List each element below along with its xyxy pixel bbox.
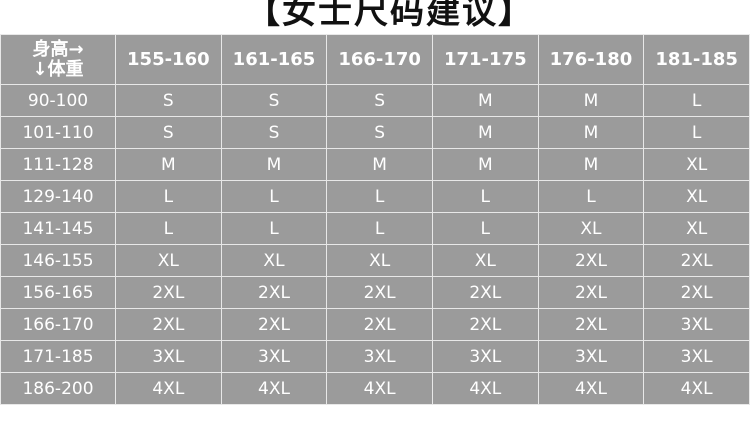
size-cell: L	[220, 212, 328, 245]
height-header: 181-185	[643, 34, 750, 85]
size-cell: XL	[326, 244, 433, 277]
size-cell: L	[326, 180, 433, 213]
size-cell: L	[537, 180, 645, 213]
size-cell: L	[115, 180, 222, 213]
size-cell: S	[326, 116, 433, 149]
size-cell: 4XL	[220, 372, 328, 405]
size-cell: 2XL	[220, 276, 328, 309]
size-cell: M	[537, 148, 645, 181]
size-cell: L	[431, 180, 539, 213]
height-header: 176-180	[537, 34, 645, 85]
table-row: 90-100 S S S M M L	[0, 84, 750, 117]
size-cell: 2XL	[643, 276, 750, 309]
size-cell: 3XL	[115, 340, 222, 373]
size-cell: M	[431, 84, 539, 117]
height-header: 171-175	[431, 34, 539, 85]
size-chart-table: 身高→ ↓体重 155-160 161-165 166-170 171-175 1…	[0, 34, 750, 405]
table-row: 166-170 2XL 2XL 2XL 2XL 2XL 3XL	[0, 308, 750, 341]
weight-cell: 156-165	[0, 276, 116, 309]
size-cell: L	[326, 212, 433, 245]
size-cell: XL	[115, 244, 222, 277]
size-cell: 2XL	[326, 308, 433, 341]
table-row: 171-185 3XL 3XL 3XL 3XL 3XL 3XL	[0, 340, 750, 373]
weight-cell: 129-140	[0, 180, 116, 213]
size-cell: 2XL	[431, 276, 539, 309]
size-cell: 2XL	[537, 276, 645, 309]
weight-cell: 101-110	[0, 116, 116, 149]
table-row: 111-128 M M M M M XL	[0, 148, 750, 181]
weight-cell: 171-185	[0, 340, 116, 373]
size-cell: 2XL	[220, 308, 328, 341]
size-cell: L	[431, 212, 539, 245]
size-cell: XL	[643, 148, 750, 181]
height-header: 155-160	[115, 34, 222, 85]
size-cell: L	[115, 212, 222, 245]
size-cell: 3XL	[537, 340, 645, 373]
size-cell: 4XL	[431, 372, 539, 405]
size-cell: 2XL	[115, 308, 222, 341]
size-cell: L	[220, 180, 328, 213]
size-cell: 2XL	[643, 244, 750, 277]
size-cell: S	[115, 84, 222, 117]
size-cell: 4XL	[326, 372, 433, 405]
weight-cell: 146-155	[0, 244, 116, 277]
size-cell: 2XL	[431, 308, 539, 341]
size-cell: 2XL	[326, 276, 433, 309]
size-cell: XL	[643, 212, 750, 245]
size-cell: 3XL	[326, 340, 433, 373]
table-row: 156-165 2XL 2XL 2XL 2XL 2XL 2XL	[0, 276, 750, 309]
table-row: 146-155 XL XL XL XL 2XL 2XL	[0, 244, 750, 277]
size-cell: M	[431, 116, 539, 149]
size-cell: XL	[431, 244, 539, 277]
size-cell: 3XL	[643, 340, 750, 373]
size-cell: M	[326, 148, 433, 181]
size-cell: M	[537, 84, 645, 117]
size-cell: 3XL	[431, 340, 539, 373]
table-row: 101-110 S S S M M L	[0, 116, 750, 149]
size-cell: 4XL	[537, 372, 645, 405]
size-cell: S	[115, 116, 222, 149]
header-row: 身高→ ↓体重 155-160 161-165 166-170 171-175 1…	[0, 34, 750, 85]
size-cell: 3XL	[643, 308, 750, 341]
size-cell: 4XL	[643, 372, 750, 405]
size-cell: M	[537, 116, 645, 149]
weight-label: ↓体重	[32, 58, 84, 80]
size-cell: 2XL	[537, 308, 645, 341]
weight-cell: 166-170	[0, 308, 116, 341]
table-row: 141-145 L L L L XL XL	[0, 212, 750, 245]
size-cell: M	[431, 148, 539, 181]
page-title: 【女士尺码建议】	[246, 0, 534, 32]
table-row: 129-140 L L L L L XL	[0, 180, 750, 213]
size-cell: XL	[537, 212, 645, 245]
weight-cell: 186-200	[0, 372, 116, 405]
size-cell: S	[220, 84, 328, 117]
size-cell: M	[220, 148, 328, 181]
corner-header: 身高→ ↓体重	[0, 34, 116, 85]
size-cell: 4XL	[115, 372, 222, 405]
height-label: 身高→	[32, 38, 84, 60]
height-header: 161-165	[220, 34, 328, 85]
table-row: 186-200 4XL 4XL 4XL 4XL 4XL 4XL	[0, 372, 750, 405]
weight-cell: 90-100	[0, 84, 116, 117]
weight-cell: 111-128	[0, 148, 116, 181]
size-cell: S	[220, 116, 328, 149]
size-cell: 2XL	[537, 244, 645, 277]
size-cell: S	[326, 84, 433, 117]
size-cell: 2XL	[115, 276, 222, 309]
size-cell: L	[643, 84, 750, 117]
height-header: 166-170	[326, 34, 433, 85]
size-cell: XL	[220, 244, 328, 277]
size-cell: XL	[643, 180, 750, 213]
size-cell: 3XL	[220, 340, 328, 373]
size-cell: M	[115, 148, 222, 181]
weight-cell: 141-145	[0, 212, 116, 245]
size-cell: L	[643, 116, 750, 149]
